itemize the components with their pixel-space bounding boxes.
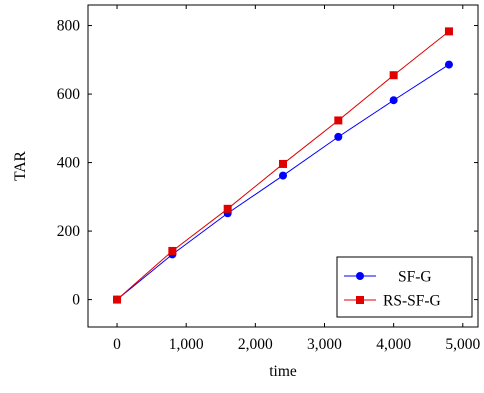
series-layer (113, 27, 453, 304)
x-axis-label: time (269, 363, 297, 380)
y-tick-label: 400 (57, 155, 81, 172)
plot-frame (87, 4, 479, 328)
ticks-layer: 0 1,000 2,000 3,000 4,000 5,000 0 200 400 600 800 (57, 5, 480, 353)
legend-label-rs-sf-g: RS-SF-G (383, 293, 441, 310)
data-point-rs-sf-g (334, 116, 343, 125)
data-point-sf-g (334, 132, 343, 141)
y-tick-label: 0 (72, 292, 80, 309)
legend-label-sf-g: SF-G (398, 269, 432, 286)
legend-box (336, 256, 473, 318)
x-tick-label: 2,000 (238, 336, 273, 353)
legend: SF-G RS-SF-G (336, 256, 473, 318)
x-tick-label: 0 (113, 336, 121, 353)
x-tick-label: 4,000 (376, 336, 411, 353)
data-point-sf-g (389, 96, 398, 105)
legend-marker-sf-g (356, 272, 364, 280)
y-tick-label: 600 (57, 86, 81, 103)
y-axis-label: TAR (12, 150, 29, 180)
y-tick-label: 200 (57, 223, 81, 240)
x-tick-label: 1,000 (169, 336, 204, 353)
x-tick-label: 5,000 (445, 336, 480, 353)
data-point-sf-g (279, 171, 287, 180)
data-point-rs-sf-g (444, 27, 453, 36)
legend-marker-rs-sf-g (356, 296, 364, 304)
data-point-rs-sf-g (168, 246, 177, 255)
data-point-rs-sf-g (389, 71, 398, 80)
x-tick-label: 3,000 (307, 336, 342, 353)
data-point-sf-g (444, 60, 453, 69)
data-point-rs-sf-g (279, 159, 287, 168)
y-tick-label: 800 (57, 18, 81, 35)
data-point-rs-sf-g (113, 295, 122, 304)
data-point-rs-sf-g (223, 204, 232, 213)
